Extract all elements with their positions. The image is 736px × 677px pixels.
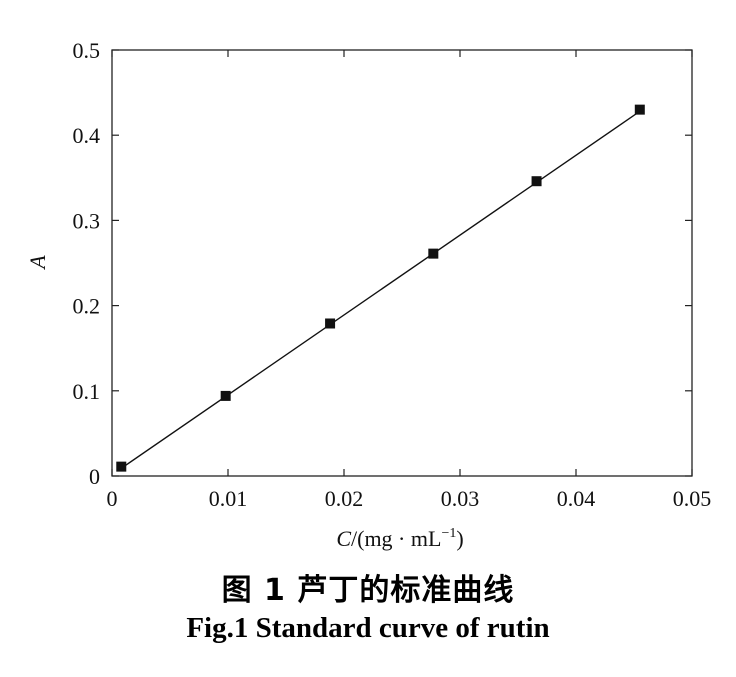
fit-line [120,110,641,469]
y-tick-label: 0 [89,464,100,489]
x-axis-unit-close: ) [456,526,463,551]
caption-english: Fig.1 Standard curve of rutin [186,612,550,644]
caption-chinese: 图 1 芦丁的标准曲线 [221,573,515,608]
y-tick-label: 0.1 [73,379,101,404]
data-point [634,104,645,115]
x-axis-label: C/(mg · mL−1) [336,526,463,551]
data-point [325,318,336,329]
x-axis-unit: /(mg · mL [351,526,441,551]
x-tick-label: 0.05 [673,486,712,511]
data-point [220,390,231,401]
chart: 0 0.01 0.02 0.03 0.04 0.05 0 0.1 0.2 0.3 0.4 0.5 C… [25,38,712,551]
data-points [116,104,645,472]
y-tick-label: 0.4 [73,123,101,148]
x-tick-labels: 0 0.01 0.02 0.03 0.04 0.05 [107,486,712,511]
data-point [116,461,127,472]
x-tick-label: 0 [107,486,118,511]
y-tick-labels: 0 0.1 0.2 0.3 0.4 0.5 [73,38,101,489]
fit-line-group [120,110,641,469]
y-axis-label: A [25,255,50,271]
plot-frame [111,49,693,477]
y-tick-label: 0.5 [73,38,101,63]
data-point [531,176,542,187]
x-axis-unit-exponent: −1 [441,526,456,541]
data-point [428,248,439,259]
plot-border [111,49,693,477]
axis-ticks [111,49,693,477]
x-tick-label: 0.03 [441,486,480,511]
y-tick-label: 0.3 [73,208,101,233]
x-axis-variable: C [336,526,351,551]
x-tick-label: 0.02 [325,486,364,511]
y-tick-label: 0.2 [73,294,101,319]
x-tick-label: 0.04 [557,486,596,511]
x-tick-label: 0.01 [209,486,248,511]
